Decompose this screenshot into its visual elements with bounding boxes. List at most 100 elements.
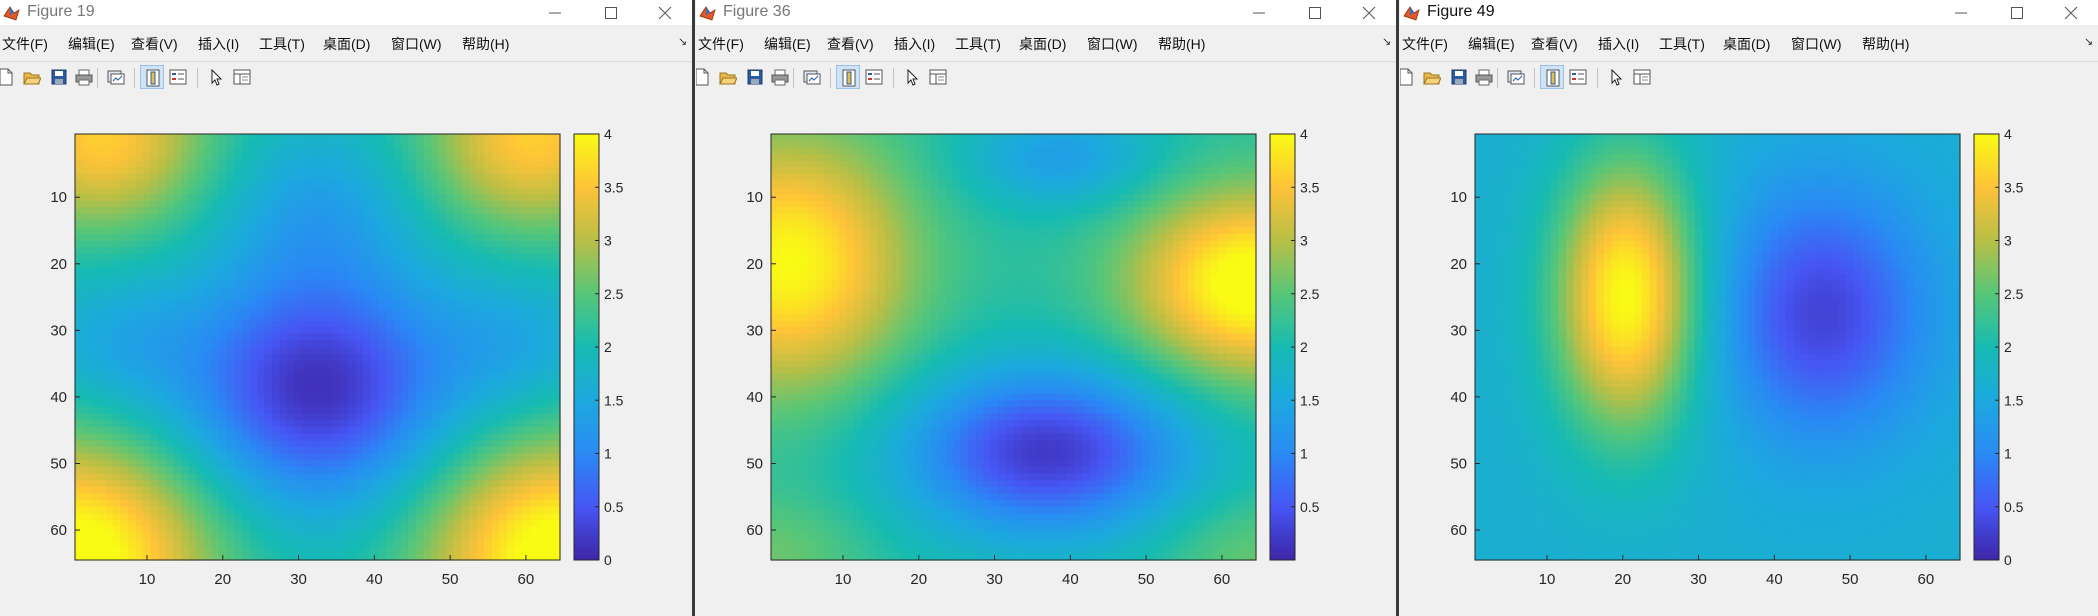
minimize-button[interactable] <box>1236 0 1282 25</box>
menu-edit[interactable]: 编辑(E) <box>764 36 811 52</box>
heatmap-cell <box>249 300 258 308</box>
heatmap-cell <box>990 147 999 155</box>
heatmap-cell <box>158 300 167 308</box>
menu-help[interactable]: 帮助(H) <box>462 36 510 52</box>
property-inspector-button[interactable] <box>230 65 254 89</box>
heatmap-cell <box>975 207 984 215</box>
menu-desktop[interactable]: 桌面(D) <box>1019 36 1067 52</box>
heatmap-cell <box>393 520 402 528</box>
new-figure-button[interactable] <box>696 65 714 89</box>
link-plot-button[interactable] <box>800 65 824 89</box>
menu-bar: 文件(F) 编辑(E) 查看(V) 插入(I) 工具(T) 桌面(D) 窗口(W) 帮助(H)… <box>0 31 692 55</box>
new-figure-button[interactable] <box>0 65 18 89</box>
close-icon <box>658 6 672 20</box>
open-file-button[interactable] <box>716 65 740 89</box>
heatmap-cell <box>378 347 387 355</box>
heatmap-cell <box>506 240 516 248</box>
heatmap-cell <box>385 227 394 235</box>
heatmap-cell <box>816 173 825 182</box>
heatmap-cell <box>438 340 447 348</box>
heatmap-cell <box>105 493 114 501</box>
heatmap-cell <box>1165 207 1174 215</box>
heatmap-cell <box>370 260 379 268</box>
close-button[interactable] <box>642 0 688 25</box>
heatmap-cell <box>453 187 463 195</box>
print-button[interactable] <box>72 65 96 89</box>
heatmap-cell <box>211 293 220 302</box>
edit-plot-arrow-button[interactable] <box>204 65 228 89</box>
figure-window-36[interactable]: Figure 36 文件(F) 编辑(E) 查看(V) 插入(I) 工具(T) 桌面(D) 窗… <box>696 0 1396 616</box>
colorbar[interactable] <box>573 133 600 561</box>
insert-legend-button[interactable] <box>862 65 886 89</box>
heatmap-cell <box>135 493 144 501</box>
heatmap-plot[interactable]: 10 20 30 40 50 6010203040506043.532.521.510.5… <box>0 94 692 616</box>
heatmap-cell <box>226 513 235 521</box>
figure-canvas[interactable]: 10 20 30 40 50 60 10 20 30 40 50 60 4 3.5 3 2.5 2 1.5 1 0.5 <box>696 94 1396 616</box>
heatmap-cell <box>188 360 197 368</box>
heatmap-cell <box>484 220 493 228</box>
minimize-button[interactable] <box>532 0 578 25</box>
heatmap-cell <box>241 553 250 561</box>
insert-legend-button[interactable] <box>166 65 190 89</box>
menu-tools[interactable]: 工具(T) <box>955 36 1001 52</box>
menu-window[interactable]: 窗口(W) <box>391 36 442 52</box>
heatmap-cell <box>264 486 273 495</box>
heatmap-cell <box>249 366 258 375</box>
heatmap-cell <box>272 140 281 148</box>
heatmap-cell <box>181 267 190 275</box>
heatmap-cell <box>165 253 175 262</box>
save-button[interactable] <box>743 65 767 89</box>
menu-window[interactable]: 窗口(W) <box>1087 36 1138 52</box>
heatmap-cell <box>983 140 992 148</box>
menu-insert[interactable]: 插入(I) <box>894 36 936 52</box>
menu-file[interactable]: 文件(F) <box>698 36 744 52</box>
menu-file[interactable]: 文件(F) <box>2 36 48 52</box>
heatmap-cell <box>97 267 106 275</box>
heatmap-cell <box>256 187 266 195</box>
heatmap-cell <box>385 267 394 275</box>
menu-insert[interactable]: 插入(I) <box>198 36 240 52</box>
print-button[interactable] <box>768 65 792 89</box>
insert-colorbar-button[interactable] <box>836 65 860 89</box>
maximize-button[interactable] <box>588 0 634 25</box>
heatmap-cell <box>203 400 213 408</box>
figure-canvas[interactable]: 10 20 30 40 50 60 10 20 30 40 50 60 4 3.5 3 2.5 2 1.5 1 0.5… <box>0 94 692 616</box>
insert-colorbar-button[interactable] <box>140 65 164 89</box>
heatmap-cell <box>294 433 303 441</box>
menu-view[interactable]: 查看(V) <box>131 36 178 52</box>
heatmap-cell <box>173 366 182 375</box>
heatmap-cell <box>385 526 394 534</box>
dock-arrow-icon[interactable]: ↘ <box>1382 36 1392 48</box>
heatmap-cell <box>165 533 175 541</box>
heatmap-cell <box>317 173 326 182</box>
menu-view[interactable]: 查看(V) <box>827 36 874 52</box>
save-button[interactable] <box>47 65 71 89</box>
menu-tools[interactable]: 工具(T) <box>259 36 305 52</box>
heatmap-cell <box>120 420 129 428</box>
figure-window-19[interactable]: Figure 19 文件(F) 编辑(E) 查看(V) 插入(I) 工具(T) 桌面(D) 窗… <box>0 0 692 616</box>
menu-desktop[interactable]: 桌面(D) <box>323 36 371 52</box>
title-bar[interactable]: Figure 19 <box>0 0 692 25</box>
heatmap-cell <box>506 486 516 495</box>
menu-edit[interactable]: 编辑(E) <box>68 36 115 52</box>
open-file-button[interactable] <box>20 65 44 89</box>
maximize-button[interactable] <box>1292 0 1338 25</box>
dock-arrow-icon[interactable]: ↘ <box>678 36 688 48</box>
heatmap-cell <box>355 233 364 242</box>
heatmap-cell <box>128 320 137 328</box>
heatmap-cell <box>181 553 190 561</box>
edit-plot-arrow-button[interactable] <box>900 65 924 89</box>
heatmap-cell <box>355 160 364 168</box>
title-bar[interactable]: Figure 36 <box>696 0 1396 25</box>
link-plot-button[interactable] <box>104 65 128 89</box>
menu-help[interactable]: 帮助(H) <box>1158 36 1206 52</box>
property-inspector-button[interactable] <box>926 65 950 89</box>
heatmap-cell <box>309 546 319 554</box>
close-button[interactable] <box>1346 0 1392 25</box>
heatmap-cell <box>112 153 122 162</box>
heatmap-cell <box>506 247 516 255</box>
heatmap-cell <box>196 406 205 415</box>
heatmap-cell <box>393 240 402 248</box>
heatmap-cell <box>937 147 946 155</box>
